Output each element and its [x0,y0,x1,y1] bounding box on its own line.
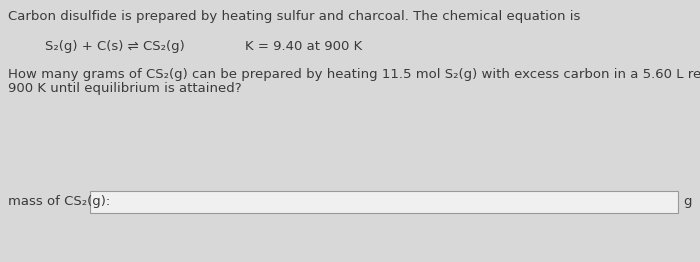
Text: How many grams of CS₂(g) can be prepared by heating 11.5 mol S₂(g) with excess c: How many grams of CS₂(g) can be prepared… [8,68,700,81]
Text: K⁣ = 9.40 at 900 K: K⁣ = 9.40 at 900 K [245,40,363,53]
Text: Carbon disulfide is prepared by heating sulfur and charcoal. The chemical equati: Carbon disulfide is prepared by heating … [8,10,580,23]
Text: mass of CS₂(g):: mass of CS₂(g): [8,195,111,209]
Text: 900 K until equilibrium is attained?: 900 K until equilibrium is attained? [8,82,241,95]
Text: g: g [683,195,692,209]
Bar [90,191,678,213]
Text: S₂(g) + C(s) ⇌ CS₂(g): S₂(g) + C(s) ⇌ CS₂(g) [45,40,185,53]
